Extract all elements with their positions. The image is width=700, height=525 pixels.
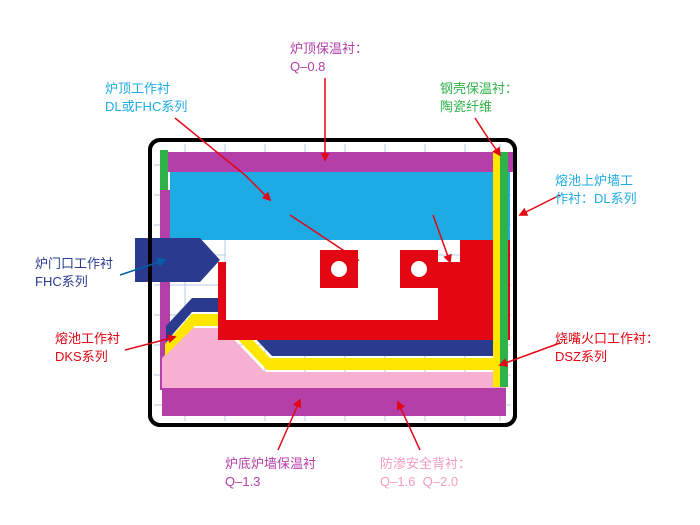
label-pool_work: 熔池工作衬 DKS系列: [55, 330, 120, 365]
label-bottom_ins: 炉底炉墙保温衬 Q–1.3: [225, 455, 316, 490]
label-wall_upper: 熔池上炉墙工 作衬：DL系列: [555, 172, 637, 207]
label-safety: 防渗安全背衬： Q–1.6 Q–2.0: [380, 455, 471, 490]
label-roof_ins: 炉顶保温衬： Q–0.8: [290, 40, 368, 75]
label-shell_ins: 钢壳保温衬： 陶瓷纤维: [440, 80, 518, 115]
label-burner: 烧嘴火口工作衬： DSZ系列: [555, 330, 659, 365]
label-roof_work: 炉顶工作衬 DL或FHC系列: [105, 80, 187, 115]
label-door: 炉门口工作衬 FHC系列: [35, 255, 113, 290]
diagram-stage: 炉顶保温衬： Q–0.8 炉顶工作衬 DL或FHC系列 钢壳保温衬： 陶瓷纤维熔池上…: [0, 0, 700, 525]
